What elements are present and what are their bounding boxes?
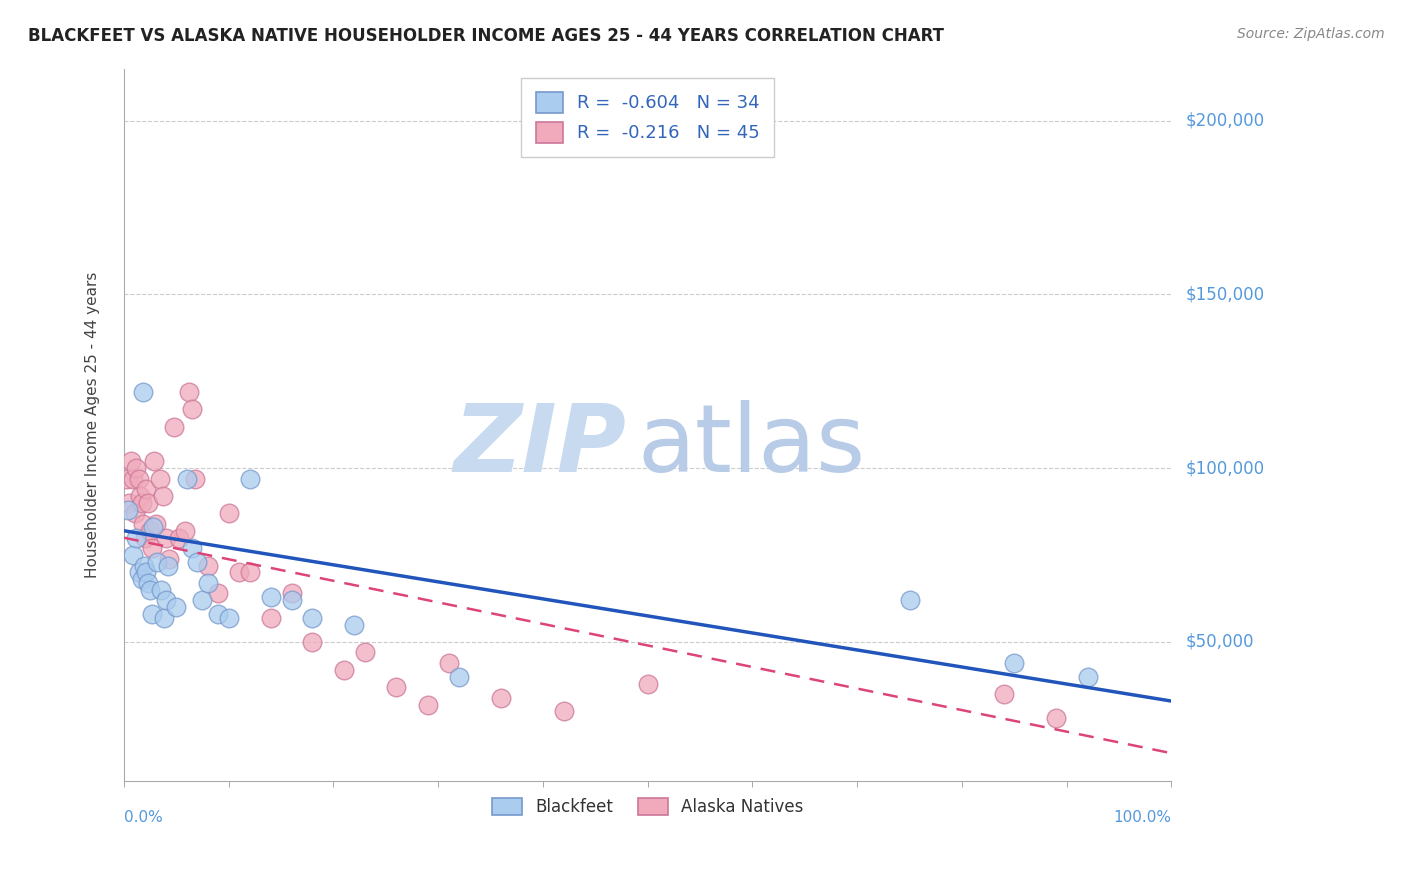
Point — [333, 663, 356, 677]
Point — [155, 593, 177, 607]
Point — [218, 507, 240, 521]
Text: $50,000: $50,000 — [1185, 633, 1254, 651]
Y-axis label: Householder Income Ages 25 - 44 years: Householder Income Ages 25 - 44 years — [86, 271, 100, 578]
Point — [142, 520, 165, 534]
Point — [143, 454, 166, 468]
Point — [637, 676, 659, 690]
Point — [120, 454, 142, 468]
Point — [993, 687, 1015, 701]
Point — [122, 472, 145, 486]
Text: 100.0%: 100.0% — [1114, 810, 1171, 824]
Point — [1077, 670, 1099, 684]
Point — [155, 531, 177, 545]
Point — [163, 419, 186, 434]
Point — [197, 558, 219, 573]
Point — [437, 656, 460, 670]
Point — [131, 573, 153, 587]
Point — [131, 496, 153, 510]
Point — [135, 482, 157, 496]
Point — [186, 555, 208, 569]
Point — [197, 575, 219, 590]
Point — [139, 582, 162, 597]
Point — [149, 582, 172, 597]
Point — [343, 617, 366, 632]
Point — [157, 551, 180, 566]
Point — [173, 524, 195, 538]
Point — [132, 558, 155, 573]
Point — [128, 489, 150, 503]
Point — [259, 610, 281, 624]
Point — [259, 590, 281, 604]
Text: 0.0%: 0.0% — [124, 810, 163, 824]
Point — [177, 384, 200, 399]
Point — [416, 698, 439, 712]
Point — [128, 566, 150, 580]
Point — [122, 548, 145, 562]
Text: $150,000: $150,000 — [1185, 285, 1264, 303]
Point — [134, 531, 156, 545]
Point — [128, 472, 150, 486]
Point — [184, 472, 207, 486]
Point — [141, 607, 163, 622]
Text: Source: ZipAtlas.com: Source: ZipAtlas.com — [1237, 27, 1385, 41]
Point — [152, 489, 174, 503]
Point — [218, 610, 240, 624]
Point — [139, 524, 162, 538]
Point — [181, 402, 204, 417]
Point — [449, 670, 471, 684]
Point — [132, 516, 155, 531]
Point — [207, 607, 229, 622]
Point — [898, 593, 921, 607]
Legend: Blackfeet, Alaska Natives: Blackfeet, Alaska Natives — [485, 791, 810, 822]
Point — [125, 461, 148, 475]
Point — [301, 610, 323, 624]
Point — [115, 472, 138, 486]
Text: $200,000: $200,000 — [1185, 112, 1264, 129]
Point — [489, 690, 512, 705]
Point — [135, 566, 157, 580]
Point — [301, 635, 323, 649]
Point — [169, 531, 191, 545]
Point — [165, 600, 187, 615]
Point — [280, 593, 302, 607]
Point — [553, 705, 575, 719]
Point — [191, 593, 214, 607]
Point — [156, 558, 179, 573]
Point — [117, 503, 139, 517]
Point — [1002, 656, 1025, 670]
Point — [125, 531, 148, 545]
Text: atlas: atlas — [637, 401, 866, 492]
Point — [141, 541, 163, 556]
Point — [207, 586, 229, 600]
Text: ZIP: ZIP — [454, 401, 627, 492]
Point — [152, 610, 174, 624]
Point — [136, 575, 159, 590]
Point — [136, 496, 159, 510]
Point — [146, 555, 169, 569]
Point — [228, 566, 250, 580]
Point — [118, 496, 141, 510]
Point — [148, 472, 170, 486]
Text: $100,000: $100,000 — [1185, 459, 1264, 477]
Point — [132, 384, 155, 399]
Point — [239, 472, 262, 486]
Point — [176, 472, 198, 486]
Point — [280, 586, 302, 600]
Point — [239, 566, 262, 580]
Point — [181, 541, 204, 556]
Point — [385, 680, 408, 694]
Point — [353, 645, 375, 659]
Text: BLACKFEET VS ALASKA NATIVE HOUSEHOLDER INCOME AGES 25 - 44 YEARS CORRELATION CHA: BLACKFEET VS ALASKA NATIVE HOUSEHOLDER I… — [28, 27, 943, 45]
Point — [1045, 711, 1067, 725]
Point — [124, 507, 146, 521]
Point — [145, 516, 167, 531]
